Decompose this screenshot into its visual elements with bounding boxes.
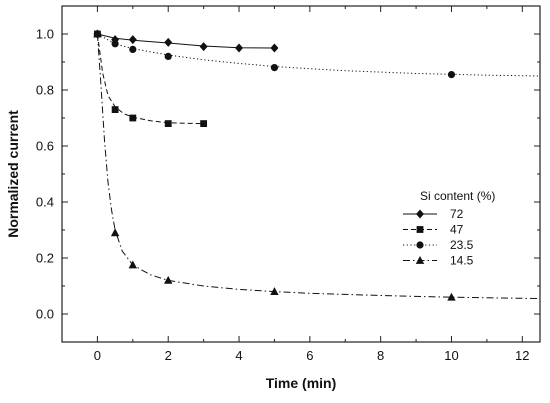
data-point	[111, 106, 119, 113]
data-point	[128, 260, 138, 269]
data-point	[200, 120, 208, 127]
data-point	[129, 114, 137, 122]
data-point	[111, 40, 119, 48]
series-14-5	[93, 29, 541, 301]
legend-marker	[416, 226, 424, 233]
series-line	[96, 33, 541, 300]
data-point	[129, 45, 137, 54]
data-point	[93, 29, 102, 38]
series-23-5	[93, 30, 541, 79]
series-72	[93, 29, 279, 53]
data-point	[110, 228, 120, 237]
series-line	[96, 33, 204, 125]
x-axis-title: Time (min)	[266, 375, 337, 391]
x-tick-label: 6	[306, 348, 313, 363]
legend-marker	[415, 256, 425, 264]
y-tick-label: 0.6	[36, 139, 54, 154]
x-tick-label: 12	[515, 348, 529, 363]
data-point	[164, 52, 172, 61]
series-line	[97, 33, 541, 77]
y-axis-ticks: 0.0 0.2 0.4 0.6 0.8 1.0	[36, 5, 540, 343]
y-tick-label: 1.0	[36, 27, 54, 42]
x-tick-label: 4	[235, 348, 242, 363]
x-tick-label: 10	[444, 348, 458, 363]
data-point	[128, 35, 137, 45]
data-point	[164, 120, 172, 127]
x-tick-label: 2	[165, 348, 172, 363]
x-tick-label: 0	[94, 348, 101, 363]
legend-marker	[416, 241, 424, 249]
data-point	[270, 43, 279, 53]
data-point	[270, 64, 279, 72]
y-tick-label: 0.2	[36, 251, 54, 266]
legend-title: Si content (%)	[420, 189, 495, 203]
y-axis-title: Normalized current	[5, 110, 21, 238]
data-point	[164, 37, 173, 47]
y-tick-label: 0.4	[36, 195, 54, 210]
x-tick-label: 8	[377, 348, 384, 363]
legend-label: 47	[450, 223, 464, 237]
data-point	[447, 71, 456, 79]
data-point	[270, 287, 279, 295]
series-layer	[93, 29, 541, 301]
legend-label: 14.5	[450, 254, 474, 268]
legend-marker	[416, 209, 424, 219]
y-tick-label: 0.8	[36, 83, 54, 98]
series-line	[97, 33, 275, 49]
legend-label: 23.5	[450, 238, 474, 252]
y-tick-label: 0.0	[36, 307, 54, 322]
data-point	[164, 275, 173, 284]
x-axis-ticks: 0 2 4 6 8 10 12	[61, 6, 530, 363]
data-point	[447, 292, 456, 301]
data-point	[235, 43, 244, 53]
plot-frame	[61, 5, 541, 343]
plot-border	[61, 5, 541, 343]
data-point	[199, 42, 208, 52]
legend-label: 72	[450, 207, 464, 221]
